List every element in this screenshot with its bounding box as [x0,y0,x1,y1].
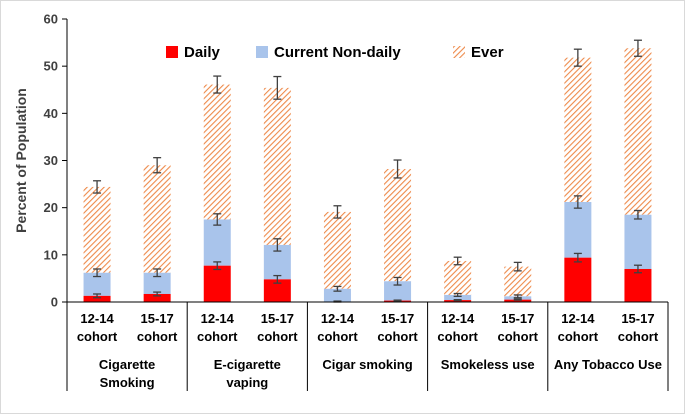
cohort-label: cohort [377,329,418,344]
cohort-label: cohort [77,329,118,344]
y-tick-label: 10 [44,247,58,262]
cohort-label: 15-17 [621,311,654,326]
bar-g3-b0-daily-error [454,300,462,301]
y-axis-label: Percent of Population [13,88,29,233]
cohort-label: cohort [197,329,238,344]
x-axis: 12-14 cohort 15-17 cohort Cigarette Smoking 12… [67,302,668,391]
cohort-label: 12-14 [561,311,595,326]
bar-g4-b0-ever [564,58,591,202]
group-label: Cigarette [99,357,155,372]
cohort-label: 12-14 [80,311,114,326]
legend-label-ever: Ever [471,44,504,61]
group-label: Smokeless use [441,357,535,372]
bar-g1-b0-ever [204,85,231,220]
bar-g4-b1-nondaily [624,215,651,269]
bar-g4-b1-daily [624,269,651,302]
y-tick-label: 60 [44,12,58,27]
y-tick-label: 40 [44,106,58,121]
bar-g2-b1-ever [384,169,411,281]
bar-g4-b0-nondaily [564,202,591,258]
cohort-label: cohort [137,329,178,344]
bar-g0-b1-ever [144,165,171,273]
group-label: E-cigarette [214,357,281,372]
bars [84,40,652,302]
bar-g1-b0-nondaily [204,219,231,265]
cohort-label: 15-17 [381,311,414,326]
legend-swatch-ever [453,46,465,58]
bar-g3-b0-ever [444,261,471,295]
bar-g4-b0-daily [564,258,591,302]
bar-g1-b1-ever [264,88,291,245]
legend: Daily Current Non-daily Ever [166,44,504,61]
legend-swatch-nondaily [256,46,268,58]
group-label: Any Tobacco Use [554,357,662,372]
bar-g2-b1-daily-error [394,300,402,301]
y-axis: 0 10 20 30 40 50 60 Percent of Population [13,12,67,310]
group-label: Cigar smoking [322,357,412,372]
y-tick-label: 50 [44,59,58,74]
cohort-label: cohort [317,329,358,344]
bar-g3-b1-daily-error [514,299,522,300]
cohort-label: cohort [498,329,539,344]
cohort-label: 15-17 [501,311,534,326]
cohort-label: 15-17 [261,311,294,326]
cohort-label: cohort [257,329,298,344]
bar-g1-b0-daily [204,266,231,302]
bar-g0-b0-ever [84,187,111,273]
bar-g4-b1-ever [624,48,651,214]
group-label: vaping [226,375,268,390]
cohort-label: 12-14 [441,311,475,326]
cohort-label: cohort [558,329,599,344]
legend-label-daily: Daily [184,44,221,61]
group-label: Smoking [100,375,155,390]
y-tick-label: 20 [44,200,58,215]
cohort-label: cohort [618,329,659,344]
bar-g2-b0-ever [324,212,351,289]
y-tick-label: 30 [44,153,58,168]
cohort-label: 12-14 [321,311,355,326]
cohort-label: cohort [437,329,478,344]
legend-swatch-daily [166,46,178,58]
cohort-label: 15-17 [141,311,174,326]
legend-label-nondaily: Current Non-daily [274,44,401,61]
y-tick-label: 0 [51,295,58,310]
cohort-label: 12-14 [201,311,235,326]
